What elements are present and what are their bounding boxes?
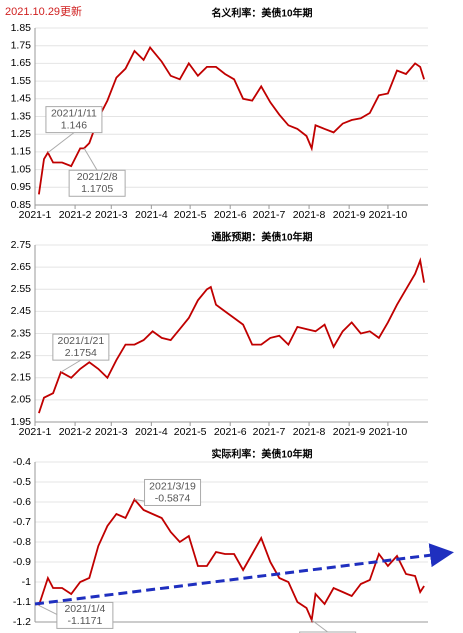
series-line [38,257,425,414]
annotation-leader [60,359,82,373]
annotation-date: 2021/1/4 [64,603,105,615]
annotation-box [56,601,114,629]
y-tick-label: 1.65 [11,57,32,69]
annotation-value: 1.146 [61,119,87,131]
y-tick-label: 2.65 [11,261,32,273]
y-tick-label: 1.85 [11,22,32,34]
y-tick-label: 2.45 [11,305,32,317]
annotation-box [52,333,110,361]
x-tick-label: 2021-7 [253,426,286,438]
y-tick-label: 0.95 [11,181,32,193]
y-tick-label: 1.05 [11,163,32,175]
chart-title: 名义利率：美债10年期 [211,7,312,20]
y-tick-label: 1.35 [11,110,32,122]
x-tick-label: 2021-8 [293,426,326,438]
y-tick-label: 2.05 [11,394,32,406]
annotation-date: 2021/1/21 [57,335,104,347]
x-tick-label: 2021-2 [59,209,92,221]
annotation-value: -0.5874 [155,492,191,504]
x-tick-label: 2021-8 [293,209,326,221]
annotation-date: 2021/2/8 [77,171,118,183]
x-tick-label: 2021-3 [95,209,128,221]
y-tick-label: 1.25 [11,128,32,140]
y-tick-label: 2.25 [11,349,32,361]
y-tick-label: -1.2 [13,616,31,628]
y-tick-label: -0.6 [13,496,31,508]
y-tick-label: 1.45 [11,93,32,105]
annotation-leader [83,148,98,171]
x-tick-label: 2021-5 [174,209,207,221]
annotation-date: 2021/3/19 [149,480,196,492]
y-tick-label: 2.15 [11,372,32,384]
update-note: 2021.10.29更新 [5,4,82,18]
x-tick-label: 2021-2 [59,426,92,438]
y-tick-label: 1.55 [11,75,32,87]
chart-title: 实际利率：美债10年期 [211,448,312,461]
annotation-box [45,106,103,134]
y-tick-label: -0.4 [13,456,31,468]
y-tick-label: -0.8 [13,536,31,548]
x-tick-label: 2021-7 [253,209,286,221]
y-tick-label: -1 [22,576,31,588]
y-tick-label: -0.9 [13,556,31,568]
x-tick-label: 2021-3 [95,426,128,438]
y-tick-label: -0.5 [13,476,31,488]
annotation-date: 2021/1/11 [51,107,97,119]
x-tick-label: 2021-5 [174,426,207,438]
trend-arrow [34,543,454,606]
series-line [38,497,425,624]
y-tick-label: -0.7 [13,516,31,528]
chart-title: 通胀预期：美债10年期 [211,231,312,244]
x-tick-label: 2021-4 [135,426,168,438]
x-tick-label: 2021-9 [333,426,366,438]
annotation-box [68,169,126,197]
annotation-box [144,478,202,506]
y-tick-label: 2.35 [11,327,32,339]
x-tick-label: 2021-10 [369,209,408,221]
annotation-value: 2.1754 [65,347,97,359]
y-tick-label: 1.75 [11,39,32,51]
y-tick-label: 1.95 [11,416,32,428]
x-tick-label: 2021-4 [135,209,168,221]
x-tick-label: 2021-1 [19,209,52,221]
annotation-leader [311,619,328,633]
annotation-value: -1.1171 [67,615,102,627]
annotation-value: 1.1705 [81,183,113,195]
y-tick-label: 2.55 [11,283,32,295]
y-tick-label: -1.1 [13,596,31,608]
series-line [38,45,425,195]
x-tick-label: 2021-6 [214,209,247,221]
y-tick-label: 1.15 [11,146,32,158]
y-tick-label: 2.75 [11,239,32,251]
y-tick-label: 0.85 [11,199,32,211]
x-tick-label: 2021-6 [214,426,247,438]
x-tick-label: 2021-9 [333,209,366,221]
annotation-leader [47,132,75,154]
x-tick-label: 2021-1 [19,426,52,438]
x-tick-label: 2021-10 [369,426,408,438]
